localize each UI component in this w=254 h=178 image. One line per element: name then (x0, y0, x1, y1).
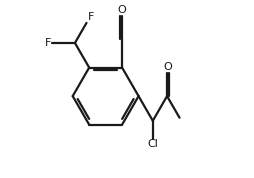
Text: Cl: Cl (147, 140, 158, 150)
Text: F: F (44, 38, 51, 48)
Text: F: F (87, 12, 94, 22)
Text: O: O (118, 5, 126, 15)
Text: O: O (164, 62, 172, 72)
